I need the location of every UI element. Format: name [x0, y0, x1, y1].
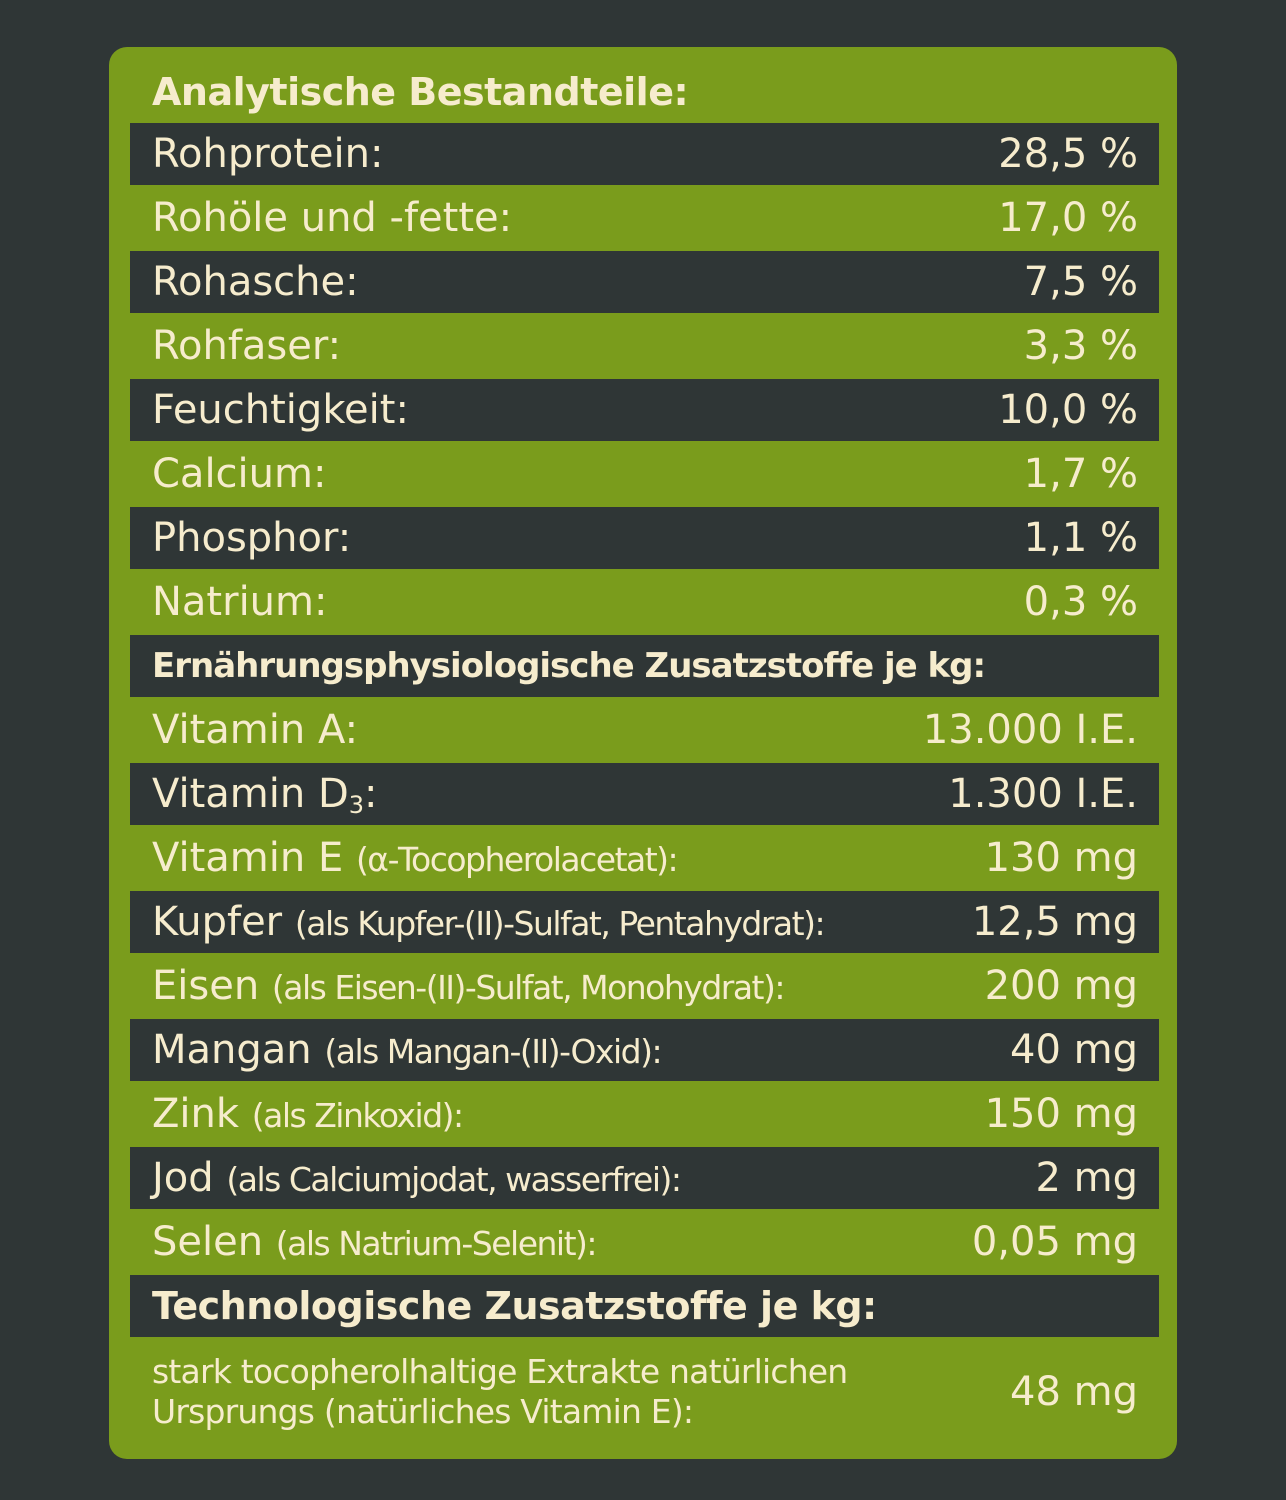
- additive-name: Vitamin E: [152, 835, 344, 881]
- nutrient-row: Rohasche: 7,5 %: [130, 251, 1159, 313]
- nutrient-row: Rohöle und -fette: 17,0 %: [130, 187, 1159, 249]
- nutrient-value: 17,0 %: [998, 195, 1138, 241]
- nutrient-row: Feuchtigkeit: 10,0 %: [130, 379, 1159, 441]
- additive-row: Selen (als Natrium-Selenit): 0,05 mg: [130, 1211, 1159, 1273]
- nutrient-value: 3,3 %: [1023, 323, 1138, 369]
- additive-name: Jod: [152, 1155, 214, 1201]
- nutrient-value: 0,3 %: [1023, 579, 1138, 625]
- additive-row: Vitamin A: 13.000 I.E.: [130, 699, 1159, 761]
- additive-name: Zink: [152, 1091, 240, 1137]
- additive-detail: (als Zinkoxid):: [251, 1096, 464, 1135]
- additive-row: Kupfer (als Kupfer-(II)-Sulfat, Pentahyd…: [130, 891, 1159, 953]
- nutrient-label: Rohasche:: [152, 259, 359, 305]
- additive-row: Jod (als Calciumjodat, wasserfrei): 2 mg: [130, 1147, 1159, 1209]
- additive-value: 0,05 mg: [971, 1219, 1138, 1265]
- additive-name: Vitamin D: [152, 771, 349, 817]
- additive-name: Kupfer: [152, 899, 283, 945]
- additive-name: Selen: [152, 1219, 264, 1265]
- heading-text: Technologische Zusatzstoffe je kg:: [152, 1284, 877, 1328]
- additive-value: 150 mg: [984, 1091, 1138, 1137]
- additive-row: Vitamin D3: 1.300 I.E.: [130, 763, 1159, 825]
- nutrient-row: Natrium: 0,3 %: [130, 571, 1159, 633]
- additive-label: Vitamin D3:: [152, 771, 378, 819]
- additive-value: 2 mg: [1035, 1155, 1138, 1201]
- additive-row: Zink (als Zinkoxid): 150 mg: [130, 1083, 1159, 1145]
- additive-label: Eisen (als Eisen-(II)-Sulfat, Monohydrat…: [152, 963, 786, 1009]
- additive-row: stark tocopherolhaltige Extrakte natürli…: [130, 1341, 1159, 1443]
- additive-label: Vitamin E (α-Tocopherolacetat):: [152, 835, 679, 881]
- additive-label: Jod (als Calciumjodat, wasserfrei):: [152, 1155, 682, 1201]
- nutrient-value: 10,0 %: [998, 387, 1138, 433]
- nutrient-label: Rohprotein:: [152, 131, 384, 177]
- additive-detail: (als Calciumjodat, wasserfrei):: [226, 1160, 682, 1199]
- nutrient-value: 1,1 %: [1023, 515, 1138, 561]
- additive-value: 40 mg: [1010, 1027, 1138, 1073]
- additive-label: Kupfer (als Kupfer-(II)-Sulfat, Pentahyd…: [152, 899, 826, 945]
- subscript: 3: [348, 791, 365, 819]
- nutrient-row: Phosphor: 1,1 %: [130, 507, 1159, 569]
- additive-value: 200 mg: [984, 963, 1138, 1009]
- nutrient-label: Natrium:: [152, 579, 328, 625]
- additive-colon: :: [364, 771, 378, 817]
- nutrient-label: Feuchtigkeit:: [152, 387, 409, 433]
- nutrient-value: 7,5 %: [1023, 259, 1138, 305]
- section-heading-analytic: Analytische Bestandteile:: [130, 61, 1159, 123]
- additive-value: 12,5 mg: [971, 899, 1138, 945]
- nutrient-value: 1,7 %: [1023, 451, 1138, 497]
- additive-value: 48 mg: [1010, 1369, 1138, 1415]
- heading-text: Analytische Bestandteile:: [152, 70, 689, 114]
- nutrient-label: Rohfaser:: [152, 323, 342, 369]
- section-heading-technological: Technologische Zusatzstoffe je kg:: [130, 1275, 1159, 1337]
- nutrient-value: 28,5 %: [998, 131, 1138, 177]
- additive-row: Mangan (als Mangan-(II)-Oxid): 40 mg: [130, 1019, 1159, 1081]
- heading-text: Ernährungsphysiologische Zusatzstoffe je…: [152, 646, 986, 686]
- additive-label: Selen (als Natrium-Selenit):: [152, 1219, 598, 1265]
- nutrient-label: Rohöle und -fette:: [152, 195, 513, 241]
- additive-label: Vitamin A:: [152, 707, 359, 753]
- additive-value: 13.000 I.E.: [922, 707, 1138, 753]
- additive-value: 1.300 I.E.: [948, 771, 1138, 817]
- additive-detail: (als Kupfer-(II)-Sulfat, Pentahydrat):: [294, 904, 826, 943]
- additive-row: Eisen (als Eisen-(II)-Sulfat, Monohydrat…: [130, 955, 1159, 1017]
- additive-detail: (als Mangan-(II)-Oxid):: [324, 1032, 662, 1071]
- nutrient-label: Calcium:: [152, 451, 327, 497]
- nutrient-row: Rohfaser: 3,3 %: [130, 315, 1159, 377]
- additive-name: Eisen: [152, 963, 260, 1009]
- additive-row: Vitamin E (α-Tocopherolacetat): 130 mg: [130, 827, 1159, 889]
- additive-detail: (als Natrium-Selenit):: [275, 1224, 598, 1263]
- additive-detail: (α-Tocopherolacetat):: [355, 840, 679, 879]
- additive-label: Mangan (als Mangan-(II)-Oxid):: [152, 1027, 663, 1073]
- additive-detail: (als Eisen-(II)-Sulfat, Monohydrat):: [271, 968, 786, 1007]
- additive-label: Zink (als Zinkoxid):: [152, 1091, 464, 1137]
- additive-name: Mangan: [152, 1027, 312, 1073]
- additive-label: stark tocopherolhaltige Extrakte natürli…: [152, 1352, 848, 1431]
- nutrient-row: Calcium: 1,7 %: [130, 443, 1159, 505]
- nutrient-label: Phosphor:: [152, 515, 352, 561]
- nutrition-panel: Analytische Bestandteile: Rohprotein: 28…: [109, 47, 1177, 1459]
- nutrient-row: Rohprotein: 28,5 %: [130, 123, 1159, 185]
- section-heading-nutritional: Ernährungsphysiologische Zusatzstoffe je…: [130, 635, 1159, 697]
- additive-value: 130 mg: [984, 835, 1138, 881]
